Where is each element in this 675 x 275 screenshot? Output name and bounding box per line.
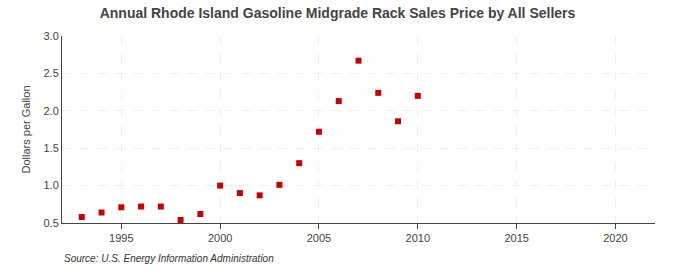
svg-text:2020: 2020 xyxy=(603,232,627,244)
svg-text:Dollars per Gallon: Dollars per Gallon xyxy=(20,85,32,173)
svg-text:Annual Rhode Island Gasoline M: Annual Rhode Island Gasoline Midgrade Ra… xyxy=(100,5,576,21)
svg-text:3.0: 3.0 xyxy=(44,30,59,42)
svg-text:1.0: 1.0 xyxy=(44,179,59,191)
svg-text:2.0: 2.0 xyxy=(44,105,59,117)
svg-text:2015: 2015 xyxy=(504,232,528,244)
svg-text:2005: 2005 xyxy=(307,232,331,244)
svg-text:2000: 2000 xyxy=(208,232,232,244)
svg-text:1995: 1995 xyxy=(109,232,133,244)
svg-text:2.5: 2.5 xyxy=(44,67,59,79)
svg-text:Source: U.S. Energy Informatio: Source: U.S. Energy Information Administ… xyxy=(64,253,274,264)
svg-text:2010: 2010 xyxy=(406,232,430,244)
svg-text:1.5: 1.5 xyxy=(44,142,59,154)
svg-text:0.5: 0.5 xyxy=(44,217,59,229)
